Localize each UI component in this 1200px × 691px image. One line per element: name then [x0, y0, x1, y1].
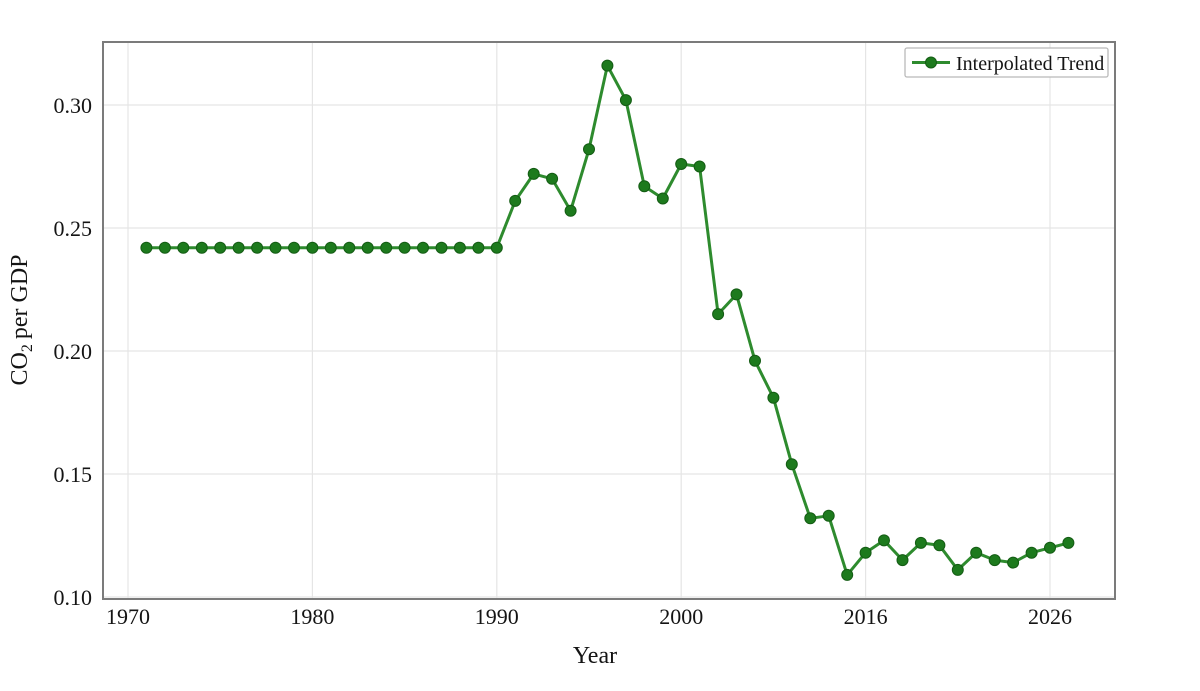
x-axis-title: Year [573, 643, 617, 669]
data-point [417, 241, 429, 254]
data-point [804, 512, 817, 525]
y-tick-label: 0.30 [54, 93, 93, 118]
y-tick-labels: 0.10 0.15 0.20 0.25 0.30 [54, 93, 93, 610]
data-point [785, 458, 798, 471]
data-point [878, 534, 890, 547]
data-point [1025, 546, 1038, 559]
data-point [730, 288, 743, 301]
y-tick-label: 0.10 [54, 585, 93, 610]
data-point [453, 241, 466, 254]
data-point [933, 539, 946, 552]
data-point [361, 241, 374, 254]
data-point [619, 94, 632, 107]
data-point [177, 241, 190, 254]
trend-series [140, 59, 1075, 581]
legend-box [904, 47, 1109, 78]
data-point [251, 241, 264, 254]
data-point [988, 554, 1001, 567]
data-point [398, 241, 411, 254]
data-point [656, 192, 669, 205]
data-point [158, 241, 171, 254]
legend-label: Interpolated Trend [956, 53, 1104, 75]
trend-line [144, 64, 1070, 577]
data-point [896, 554, 909, 567]
data-point [546, 172, 559, 185]
data-point [841, 568, 854, 581]
data-point [490, 241, 503, 254]
data-point [269, 241, 282, 254]
data-point [509, 194, 522, 207]
data-point [822, 509, 835, 522]
data-point [435, 241, 448, 254]
x-tick-label: 2026 [1028, 604, 1072, 629]
x-tick-label: 2016 [844, 604, 888, 629]
data-point [232, 241, 245, 254]
data-point [195, 241, 208, 254]
plot-frame [102, 41, 1116, 600]
data-point [859, 546, 872, 559]
y-tick-label: 0.15 [54, 462, 93, 487]
y-axis-title: CO2per GDP [7, 255, 36, 386]
data-point [527, 167, 540, 180]
data-point [749, 354, 761, 367]
grid [103, 42, 1115, 599]
data-point [767, 391, 780, 404]
x-tick-label: 1970 [106, 604, 150, 629]
x-tick-labels: 1970 1980 1990 2000 2016 2026 [106, 604, 1072, 629]
data-point [583, 143, 595, 156]
data-point [1007, 556, 1020, 569]
y-tick-label: 0.25 [54, 216, 93, 241]
data-point [140, 241, 153, 254]
data-point [288, 241, 300, 254]
data-point [472, 241, 485, 254]
data-point [343, 241, 356, 254]
data-point [914, 536, 927, 549]
y-tick-label: 0.20 [54, 339, 93, 364]
data-point [693, 160, 706, 173]
data-point [564, 204, 577, 217]
data-point [214, 241, 227, 254]
data-point [601, 59, 614, 72]
x-tick-label: 1990 [475, 604, 519, 629]
data-point [970, 546, 983, 559]
legend-sample-marker [925, 56, 937, 69]
x-tick-label: 1980 [290, 604, 334, 629]
legend: Interpolated Trend [904, 47, 1109, 78]
data-point [324, 241, 337, 254]
data-point [675, 158, 688, 170]
data-point [380, 241, 393, 254]
data-point [1044, 541, 1056, 554]
data-point [712, 308, 725, 321]
data-point [1062, 536, 1075, 549]
data-point [306, 241, 319, 254]
data-point [638, 180, 651, 193]
x-tick-label: 2000 [659, 604, 703, 629]
data-point [951, 563, 964, 576]
